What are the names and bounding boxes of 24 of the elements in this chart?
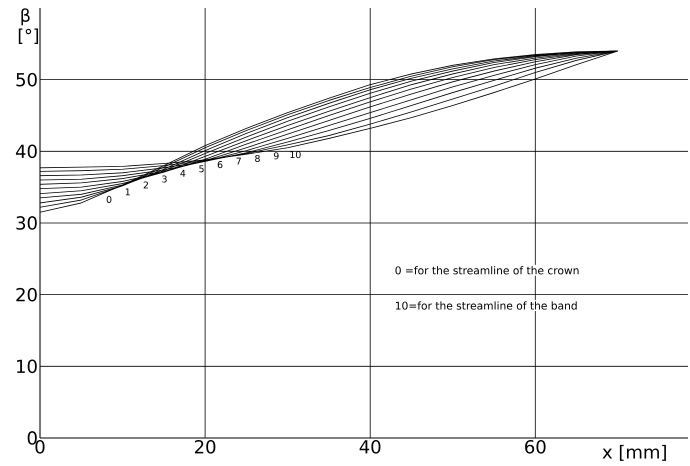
series-label: 9 — [274, 152, 279, 160]
series-label: 2 — [144, 181, 148, 188]
y-tick-label: 20 — [16, 288, 37, 302]
y-tick-label: 10 — [17, 360, 37, 374]
annotation: 0 =for the streamline of the crown — [395, 266, 579, 274]
x-tick-label: 40 — [360, 440, 380, 454]
y-axis-title: β [°] — [18, 8, 38, 44]
x-tick-label: 60 — [525, 440, 546, 454]
y-tick-label: 40 — [16, 144, 37, 158]
series-label: 1 — [126, 188, 130, 196]
x-axis-title: x [mm] — [602, 444, 666, 461]
series-label: 7 — [236, 158, 241, 164]
series-label: 3 — [162, 175, 167, 183]
y-tick-label: 30 — [16, 216, 37, 230]
series-label: 8 — [255, 154, 260, 162]
y-tick-label: 50 — [16, 72, 37, 86]
annotation: 10=for the streamline of the band — [396, 301, 577, 310]
series-label: 6 — [218, 161, 222, 168]
series-label: 0 — [106, 196, 112, 203]
series-label: 10 — [290, 151, 301, 158]
series-label: 4 — [180, 170, 186, 177]
y-tick-label: 0 — [28, 431, 37, 445]
x-tick-label: 20 — [194, 440, 216, 454]
series-label: 5 — [199, 165, 204, 172]
